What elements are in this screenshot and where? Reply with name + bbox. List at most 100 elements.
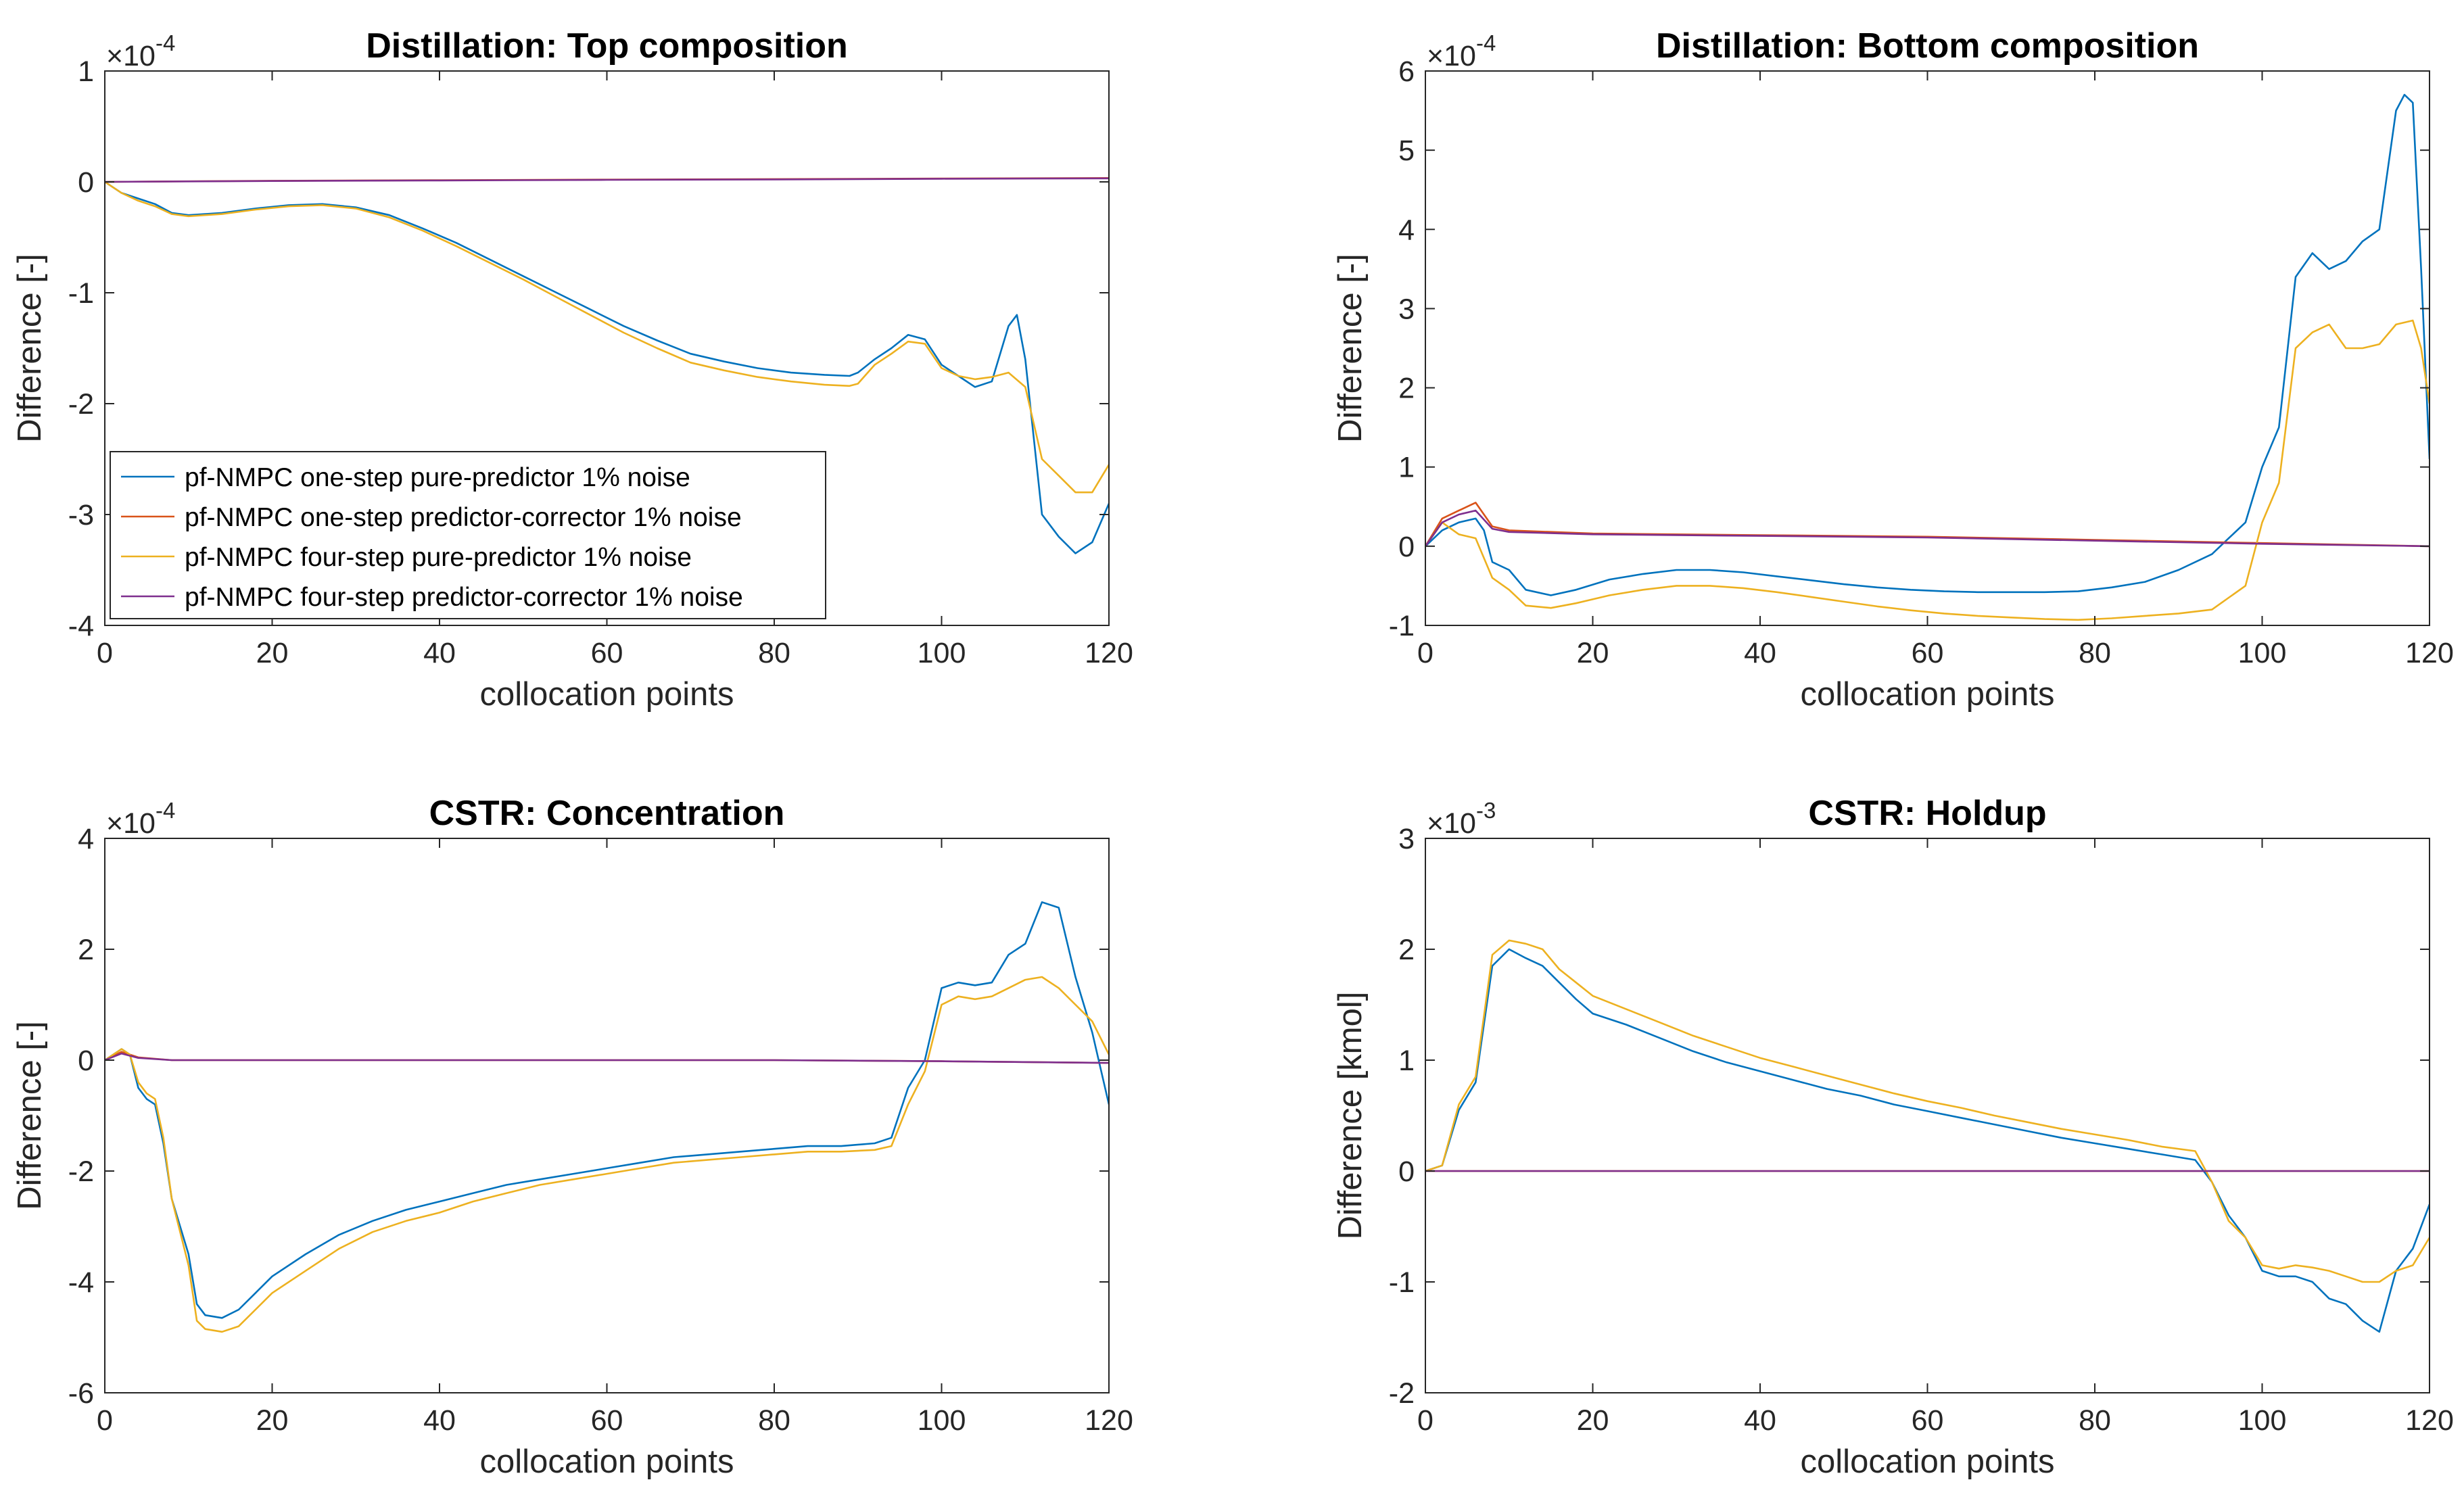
series-line-4 <box>105 1052 1109 1064</box>
x-tick-label: 80 <box>2079 1404 2111 1437</box>
y-exponent-label: ×10-4 <box>106 798 175 840</box>
legend: pf-NMPC one-step pure-predictor 1% noise… <box>110 451 826 619</box>
y-tick-label: -2 <box>1389 1377 1415 1410</box>
exponent-power: -4 <box>156 30 175 55</box>
x-axis-label: collocation points <box>1801 676 2055 713</box>
series-line-1 <box>1425 93 2430 596</box>
y-exponent-label: ×10-4 <box>1427 30 1496 72</box>
series-line-3 <box>105 976 1109 1333</box>
legend-entry-3: pf-NMPC four-step pure-predictor 1% nois… <box>185 543 692 572</box>
exponent-base: ×10 <box>1427 807 1476 840</box>
x-tick-label: 120 <box>2405 637 2454 669</box>
x-tick-label: 80 <box>758 637 790 669</box>
y-axis-label: Difference [kmol] <box>1332 992 1369 1240</box>
x-tick-label: 100 <box>2238 637 2287 669</box>
series-line-1 <box>105 181 1109 554</box>
y-tick-label: 1 <box>78 55 94 88</box>
x-axis-label: collocation points <box>480 676 734 713</box>
exponent-power: -4 <box>1476 30 1496 55</box>
legend-entry-2: pf-NMPC one-step predictor-corrector 1% … <box>185 503 742 532</box>
chart-title: Distillation: Top composition <box>366 26 848 66</box>
y-tick-label: -1 <box>68 277 94 310</box>
series-group <box>105 901 1109 1333</box>
exponent-base: ×10 <box>106 807 156 840</box>
plot-area <box>105 838 1109 1393</box>
series-line-3 <box>1425 319 2430 621</box>
x-tick-label: 0 <box>97 1404 113 1437</box>
series-group <box>1425 939 2430 1333</box>
series-line-4 <box>1425 509 2430 548</box>
x-tick-label: 120 <box>1085 637 1133 669</box>
y-exponent-label: ×10-4 <box>106 30 175 72</box>
y-tick-label: 0 <box>78 1045 94 1077</box>
x-tick-label: 100 <box>2238 1404 2287 1437</box>
x-tick-label: 20 <box>256 1404 289 1437</box>
x-tick-label: 60 <box>1912 1404 1944 1437</box>
x-tick-label: 80 <box>2079 637 2111 669</box>
x-tick-label: 0 <box>1417 1404 1434 1437</box>
x-tick-label: 0 <box>1417 637 1434 669</box>
y-tick-label: 3 <box>1398 823 1415 855</box>
x-tick-label: 40 <box>423 637 456 669</box>
chart-title: CSTR: Concentration <box>429 794 785 833</box>
exponent-base: ×10 <box>106 40 156 72</box>
x-tick-label: 20 <box>256 637 289 669</box>
y-axis-label: Difference [-] <box>1332 254 1369 443</box>
y-tick-label: 2 <box>78 934 94 966</box>
y-tick-label: -1 <box>1389 1266 1415 1299</box>
y-tick-label: 4 <box>1398 214 1415 246</box>
x-axis-label: collocation points <box>1801 1444 2055 1480</box>
legend-entry-4: pf-NMPC four-step predictor-corrector 1%… <box>185 583 743 612</box>
y-tick-label: 0 <box>1398 531 1415 563</box>
x-tick-label: 20 <box>1577 637 1609 669</box>
x-tick-label: 60 <box>1912 637 1944 669</box>
y-tick-label: -1 <box>1389 610 1415 642</box>
plot-area <box>1425 71 2430 625</box>
y-tick-label: 2 <box>1398 934 1415 966</box>
y-tick-label: 6 <box>1398 55 1415 88</box>
y-tick-label: -4 <box>68 610 94 642</box>
x-tick-label: 120 <box>1085 1404 1133 1437</box>
y-tick-label: 5 <box>1398 135 1415 167</box>
y-tick-label: -3 <box>68 499 94 531</box>
chart-panel-3: 0 20 40 60 80 100 120 -6 -4 -2 0 2 4 ×10-4 CSTR: Conce… <box>11 794 1133 1480</box>
x-tick-label: 60 <box>591 637 623 669</box>
series-group <box>105 176 1109 554</box>
exponent-base: ×10 <box>1427 40 1476 72</box>
y-exponent-label: ×10-3 <box>1427 798 1496 840</box>
x-tick-label: 100 <box>918 1404 966 1437</box>
y-tick-label: 1 <box>1398 452 1415 484</box>
chart-title: Distillation: Bottom composition <box>1656 26 2199 66</box>
x-tick-label: 40 <box>1744 1404 1776 1437</box>
y-tick-label: 1 <box>1398 1045 1415 1077</box>
exponent-power: -3 <box>1476 798 1496 823</box>
series-line-4 <box>105 177 1109 183</box>
y-tick-label: 2 <box>1398 373 1415 405</box>
x-tick-label: 0 <box>97 637 113 669</box>
legend-entry-1: pf-NMPC one-step pure-predictor 1% noise <box>185 463 690 492</box>
y-tick-label: 0 <box>78 166 94 199</box>
y-tick-label: -4 <box>68 1266 94 1299</box>
chart-title: CSTR: Holdup <box>1808 794 2046 833</box>
x-tick-label: 40 <box>1744 637 1776 669</box>
legend-box <box>110 451 826 619</box>
y-tick-label: 0 <box>1398 1155 1415 1188</box>
y-tick-label: -2 <box>68 1155 94 1188</box>
y-tick-label: -6 <box>68 1377 94 1410</box>
x-axis-label: collocation points <box>480 1444 734 1480</box>
x-tick-label: 80 <box>758 1404 790 1437</box>
series-line-1 <box>1425 948 2430 1333</box>
y-axis-label: Difference [-] <box>11 1021 48 1210</box>
x-tick-label: 100 <box>918 637 966 669</box>
y-tick-label: 3 <box>1398 293 1415 325</box>
x-tick-label: 60 <box>591 1404 623 1437</box>
y-tick-label: -2 <box>68 388 94 421</box>
series-line-3 <box>1425 939 2430 1283</box>
y-tick-label: 4 <box>78 823 94 855</box>
x-tick-label: 20 <box>1577 1404 1609 1437</box>
x-tick-label: 40 <box>423 1404 456 1437</box>
y-axis-label: Difference [-] <box>11 254 48 443</box>
plot-area <box>1425 838 2430 1393</box>
